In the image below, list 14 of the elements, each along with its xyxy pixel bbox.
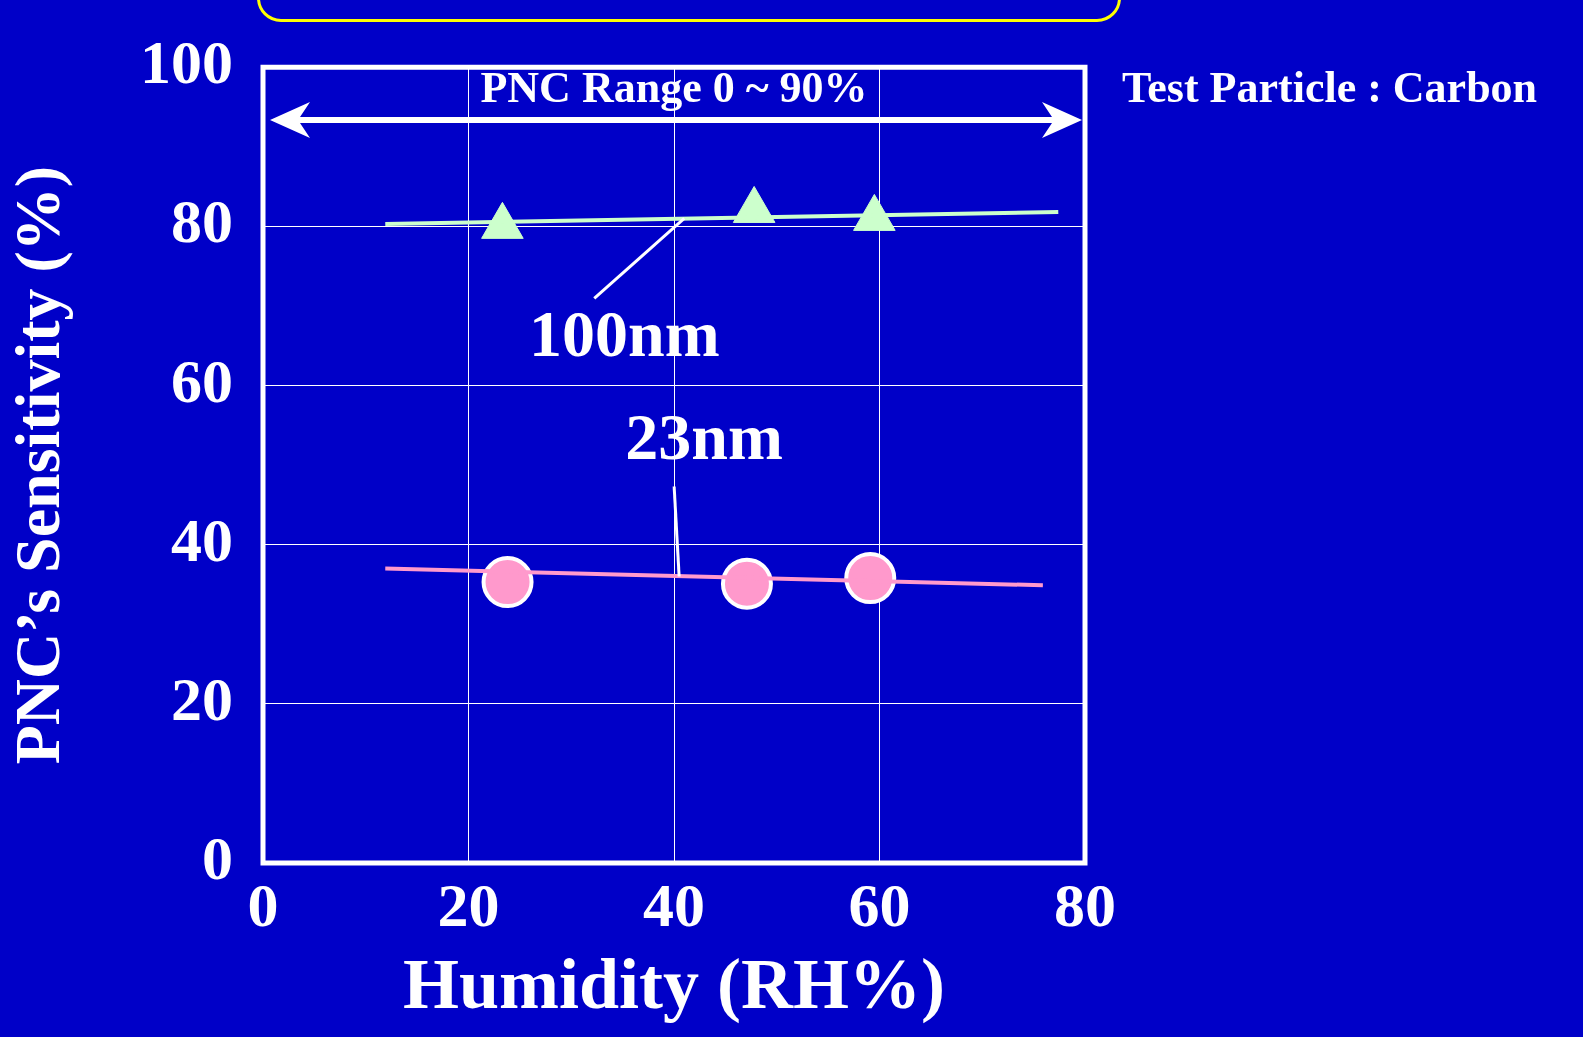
y-tick-label: 100 <box>140 28 233 97</box>
x-axis-title: Humidity (RH%) <box>402 944 946 1025</box>
x-tick-label: 40 <box>643 871 705 940</box>
y-tick-label: 20 <box>171 664 233 733</box>
y-tick-label: 0 <box>202 824 233 893</box>
y-tick-label: 60 <box>171 346 233 415</box>
x-tick-label: 20 <box>437 871 500 940</box>
x-tick-label: 80 <box>1054 871 1116 940</box>
text: Test Particle : Carbon <box>1122 62 1538 113</box>
x-tick-label: 60 <box>848 871 911 940</box>
y-axis-title: PNC’s Sensitivity (%) <box>1 165 73 765</box>
x-tick-label: 0 <box>247 871 279 940</box>
y-tick-label: 40 <box>171 505 233 574</box>
y-tick-label: 80 <box>171 187 233 256</box>
